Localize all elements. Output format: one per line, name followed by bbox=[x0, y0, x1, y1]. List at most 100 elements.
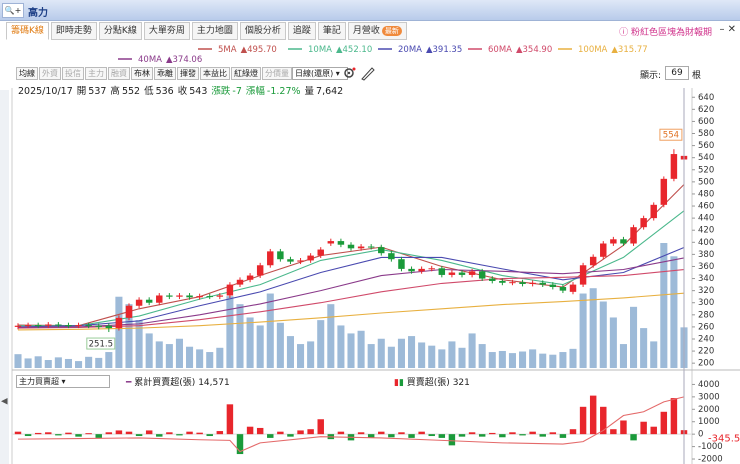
period-select[interactable]: 日線(還原) ▾ bbox=[292, 67, 348, 80]
candle-body bbox=[297, 260, 304, 262]
tab-bar: 籌碼K線 即時走勢 分點K線 大單夯周 主力地圖 個股分析 追蹤 筆記 月營收 最新 bbox=[6, 22, 407, 40]
show-count[interactable]: 69 bbox=[665, 66, 689, 80]
candle-body bbox=[489, 278, 496, 281]
candle-body bbox=[620, 239, 627, 244]
volume-bar bbox=[286, 336, 294, 368]
volume-bar bbox=[428, 345, 436, 368]
side-strip bbox=[0, 90, 9, 464]
tab[interactable]: 主力地圖 bbox=[191, 22, 238, 40]
candle-body bbox=[549, 284, 557, 288]
tool-button[interactable]: 布林 bbox=[131, 67, 153, 80]
candle-body bbox=[186, 295, 193, 298]
bar bbox=[589, 395, 597, 435]
tab[interactable]: 追蹤 bbox=[287, 22, 316, 40]
bar bbox=[196, 432, 203, 435]
volume-bar bbox=[145, 333, 153, 368]
bar bbox=[357, 432, 365, 435]
bar bbox=[569, 429, 577, 435]
candle-body bbox=[347, 244, 355, 249]
volume-bar bbox=[377, 338, 385, 368]
legend-value: ▲452.10 bbox=[336, 45, 372, 55]
tab[interactable]: 月營收 最新 bbox=[347, 22, 407, 40]
y-tick-label: 580 bbox=[698, 129, 714, 139]
candle-body bbox=[125, 305, 133, 318]
candle-body bbox=[499, 280, 506, 283]
volume-bar bbox=[569, 348, 577, 368]
bar bbox=[448, 434, 456, 446]
y-tick-label: 600 bbox=[698, 117, 714, 127]
tab[interactable]: 筆記 bbox=[317, 22, 346, 40]
info-label: 高 bbox=[110, 86, 120, 97]
candle-body bbox=[246, 275, 254, 280]
candle-body bbox=[589, 256, 597, 266]
tool-button[interactable]: 分價量 bbox=[262, 67, 292, 80]
candle-body bbox=[478, 271, 486, 279]
y-tick-label: 620 bbox=[698, 105, 714, 115]
candle-body bbox=[559, 287, 567, 291]
info-value: 537 bbox=[88, 86, 107, 97]
volume-bar bbox=[297, 344, 305, 368]
draw-icon[interactable] bbox=[361, 67, 375, 81]
volume-bar bbox=[640, 328, 648, 368]
window-buttons[interactable]: – ✕ bbox=[719, 24, 736, 35]
volume-bar bbox=[539, 353, 547, 368]
y-tick-label: 3000 bbox=[698, 392, 720, 402]
candle-body bbox=[105, 325, 113, 329]
tool-button[interactable]: 外資 bbox=[39, 67, 61, 80]
candle-body bbox=[660, 178, 668, 205]
tool-button[interactable]: 乖離 bbox=[154, 67, 176, 80]
y-tick-label: 4000 bbox=[698, 380, 720, 390]
y-tick-label: 220 bbox=[698, 347, 714, 357]
settings-icon[interactable] bbox=[344, 67, 356, 78]
candle-body bbox=[206, 296, 213, 298]
candle-body bbox=[398, 259, 405, 269]
tab[interactable]: 大單夯周 bbox=[143, 22, 190, 40]
candle-body bbox=[327, 241, 335, 244]
candle-body bbox=[418, 268, 425, 272]
info-value: -1.27% bbox=[266, 86, 301, 97]
bar bbox=[236, 434, 244, 455]
bar bbox=[388, 434, 395, 438]
unit-label: 根 bbox=[692, 71, 702, 81]
tab[interactable]: 個股分析 bbox=[239, 22, 286, 40]
volume-bar bbox=[448, 341, 456, 368]
title-bar bbox=[0, 0, 740, 21]
tool-button[interactable]: 主力 bbox=[85, 67, 107, 80]
volume-bar bbox=[34, 356, 42, 368]
tool-button[interactable]: 紅綠燈 bbox=[231, 67, 261, 80]
indicator-select[interactable]: 主力買賣超 ▾ bbox=[16, 375, 110, 388]
y-tick-label: 380 bbox=[698, 250, 714, 260]
tool-button[interactable]: 本益比 bbox=[200, 67, 230, 80]
y-tick-label: 1000 bbox=[698, 417, 720, 427]
search-button[interactable]: 🔍+ bbox=[2, 3, 24, 18]
bar bbox=[650, 426, 657, 435]
bar bbox=[468, 432, 476, 435]
volume-bar bbox=[670, 256, 678, 368]
collapse-arrow[interactable]: ◀ bbox=[1, 397, 8, 407]
y-tick-label: 480 bbox=[698, 189, 714, 199]
y-tick-label: 280 bbox=[698, 310, 714, 320]
candle-body bbox=[65, 325, 72, 327]
bar bbox=[307, 429, 314, 435]
y-tick-label: 500 bbox=[698, 177, 714, 187]
bar bbox=[75, 434, 82, 437]
candle-body bbox=[448, 272, 456, 275]
bar bbox=[458, 434, 466, 437]
bar bbox=[660, 411, 668, 435]
candle-body bbox=[24, 325, 32, 327]
tab[interactable]: 分點K線 bbox=[98, 22, 142, 40]
bar bbox=[600, 406, 607, 435]
tool-button[interactable]: 均線 bbox=[16, 67, 38, 80]
candle-body bbox=[670, 154, 678, 179]
tool-button[interactable]: 投信 bbox=[62, 67, 84, 80]
tab[interactable]: 即時走勢 bbox=[50, 22, 97, 40]
volume-bar bbox=[75, 361, 83, 368]
tool-button[interactable]: 融資 bbox=[108, 67, 130, 80]
tab[interactable]: 籌碼K線 bbox=[6, 22, 49, 40]
candle-body bbox=[519, 282, 526, 284]
volume-bar bbox=[206, 352, 214, 368]
tool-button[interactable]: 揮發 bbox=[177, 67, 199, 80]
volume-bar bbox=[519, 351, 527, 368]
legend-label: 累計買賣超(張) bbox=[134, 378, 196, 388]
